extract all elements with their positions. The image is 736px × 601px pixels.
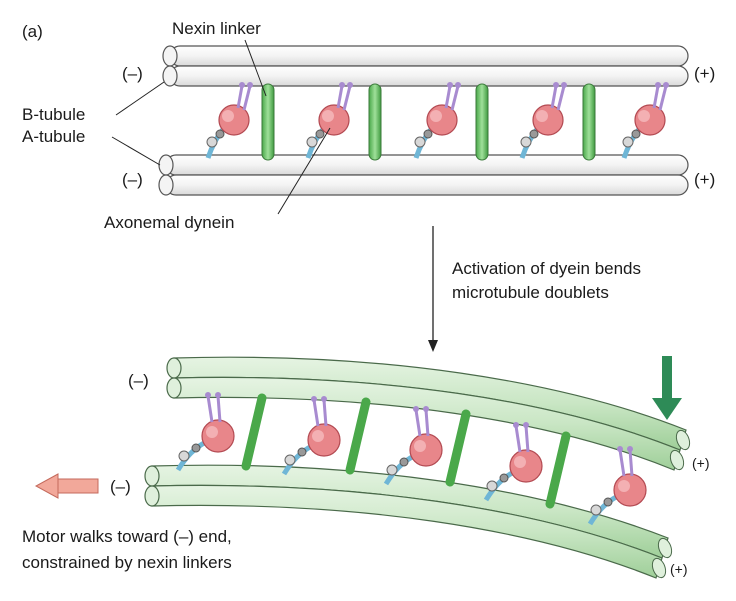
- activation-caption-line1: Activation of dyein bends: [452, 259, 641, 278]
- a-tubule-leader: [111, 136, 161, 166]
- dynein-motors-bent: [175, 392, 647, 526]
- nexin-linkers-bent: [241, 393, 571, 509]
- nexin-linker-label: Nexin linker: [172, 19, 261, 38]
- lower-doublet-straight: [158, 154, 689, 196]
- upper-doublet-straight: [162, 45, 689, 87]
- motor-caption-line2: constrained by nexin linkers: [22, 553, 232, 572]
- motor-caption-line1: Motor walks toward (–) end,: [22, 527, 232, 546]
- axonemal-dynein-label: Axonemal dynein: [104, 213, 234, 232]
- plus-end-label-bent1: (+): [692, 455, 710, 471]
- panel-label: (a): [22, 22, 43, 41]
- downward-force-arrow: [652, 356, 682, 420]
- minus-end-label-top1: (–): [122, 64, 143, 83]
- plus-end-label-top2: (+): [694, 170, 715, 189]
- dynein-motors-straight: [205, 82, 669, 159]
- b-tubule-label: B-tubule: [22, 105, 85, 124]
- nexin-linker-leader: [244, 39, 267, 97]
- axonemal-dynein-leader: [277, 127, 331, 215]
- minus-end-label-top2: (–): [122, 170, 143, 189]
- motor-direction-arrow: [34, 473, 99, 499]
- minus-end-label-bent2: (–): [110, 477, 131, 496]
- lower-doublet-bent: [144, 464, 673, 579]
- activation-caption-line2: microtubule doublets: [452, 283, 609, 302]
- activation-arrow: [428, 226, 438, 352]
- upper-doublet-bent: [166, 356, 691, 471]
- minus-end-label-bent1: (–): [128, 371, 149, 390]
- plus-end-label-bent2: (+): [670, 561, 688, 577]
- a-tubule-label: A-tubule: [22, 127, 85, 146]
- b-tubule-leader: [115, 81, 165, 116]
- nexin-linkers-straight: [261, 83, 596, 161]
- plus-end-label-top1: (+): [694, 64, 715, 83]
